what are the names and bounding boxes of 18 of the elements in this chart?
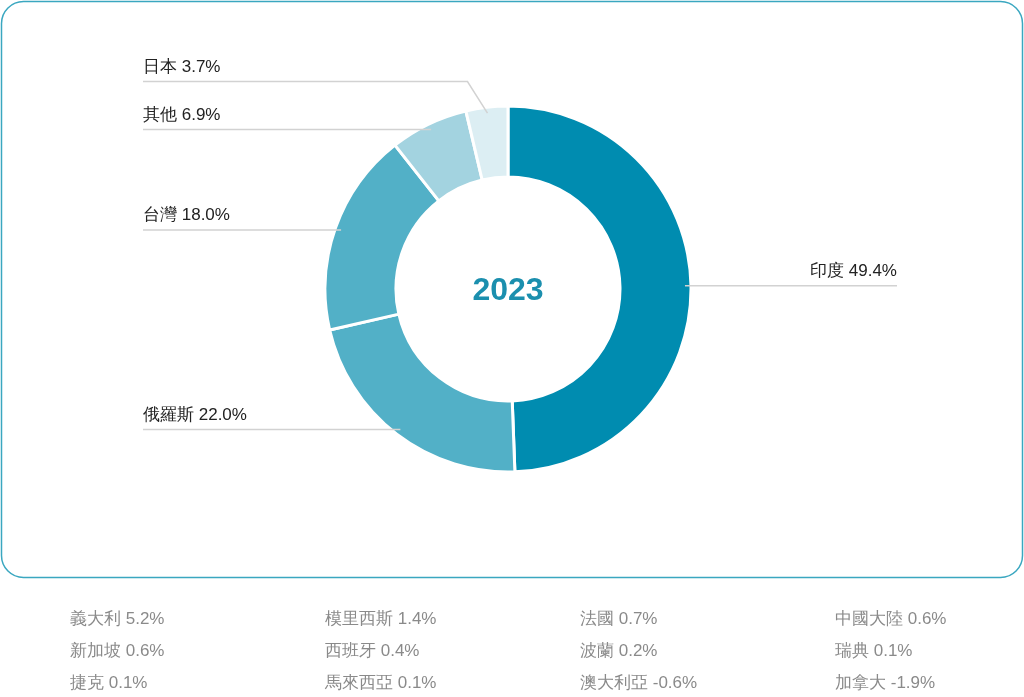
text: 瑞典 0.1%: [835, 641, 913, 660]
text: 加拿大 -1.9%: [835, 673, 936, 692]
text: 中國大陸 0.6%: [835, 609, 947, 628]
text: 波蘭 0.2%: [580, 641, 658, 660]
text: 2023: [472, 271, 544, 307]
slice-label: 印度 49.4%: [810, 260, 897, 280]
slice-label: 其他 6.9%: [143, 104, 221, 124]
text: 模里西斯 1.4%: [325, 609, 437, 628]
text: 馬來西亞 0.1%: [324, 673, 437, 692]
text: 新加坡 0.6%: [70, 641, 165, 660]
text: 義大利 5.2%: [70, 609, 165, 628]
slice-label: 日本 3.7%: [143, 56, 221, 76]
text: 西班牙 0.4%: [325, 641, 420, 660]
text: 澳大利亞 -0.6%: [580, 673, 698, 692]
text: 法國 0.7%: [580, 609, 658, 628]
slice-label: 俄羅斯 22.0%: [143, 404, 247, 424]
text: 捷克 0.1%: [70, 673, 148, 692]
slice-label: 台灣 18.0%: [143, 205, 230, 225]
